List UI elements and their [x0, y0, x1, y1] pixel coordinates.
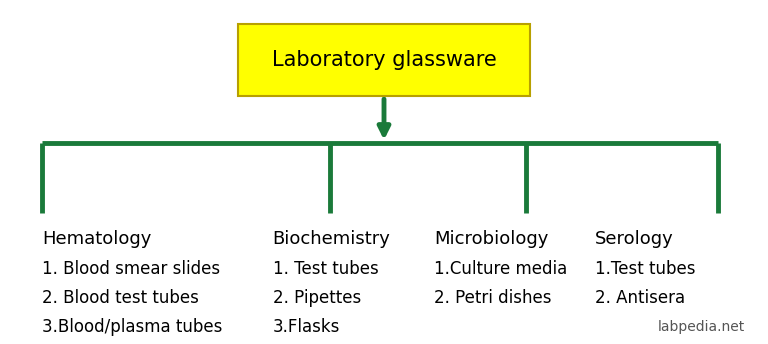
Text: Microbiology: Microbiology [434, 230, 548, 248]
Text: 3.Blood/plasma tubes: 3.Blood/plasma tubes [42, 318, 223, 336]
Text: Hematology: Hematology [42, 230, 151, 248]
Text: labpedia.net: labpedia.net [657, 320, 745, 334]
Text: 2. Antisera: 2. Antisera [595, 289, 685, 307]
Text: 1. Test tubes: 1. Test tubes [273, 260, 379, 278]
Text: 2. Pipettes: 2. Pipettes [273, 289, 361, 307]
Text: 1.Test tubes: 1.Test tubes [595, 260, 696, 278]
Text: Serology: Serology [595, 230, 674, 248]
Text: 1. Blood smear slides: 1. Blood smear slides [42, 260, 220, 278]
Text: 3.Flasks: 3.Flasks [273, 318, 340, 336]
Text: 2. Blood test tubes: 2. Blood test tubes [42, 289, 199, 307]
FancyBboxPatch shape [238, 24, 530, 96]
Text: 1.Culture media: 1.Culture media [434, 260, 568, 278]
Text: Biochemistry: Biochemistry [273, 230, 390, 248]
Text: Laboratory glassware: Laboratory glassware [272, 50, 496, 70]
Text: 2. Petri dishes: 2. Petri dishes [434, 289, 551, 307]
